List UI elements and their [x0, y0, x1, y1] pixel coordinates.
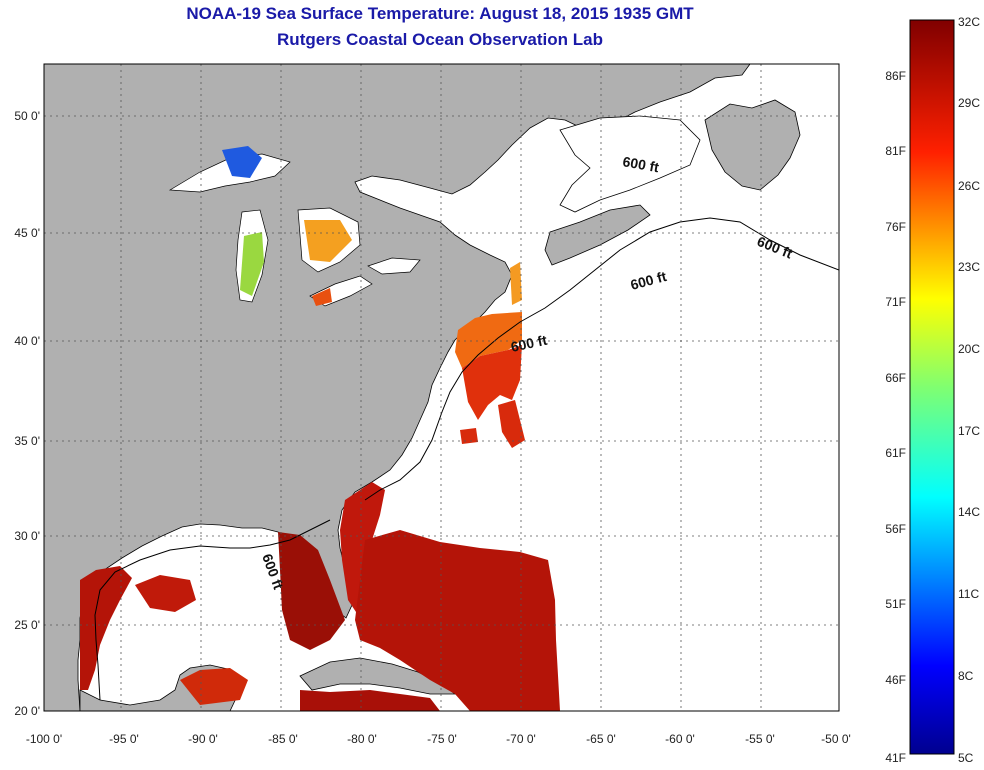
sst-florida-shelf	[278, 532, 345, 650]
lon-tick: -85 0'	[268, 732, 298, 746]
sst-bahamas-red	[355, 530, 560, 711]
sst-offshore-red-patches	[460, 400, 525, 448]
lon-tick: -95 0'	[109, 732, 139, 746]
lat-tick: 35 0'	[14, 434, 40, 448]
lat-tick: 40 0'	[14, 334, 40, 348]
cb-celsius-label: 17C	[958, 424, 980, 438]
cb-fahrenheit-label: 61F	[885, 446, 906, 460]
newfoundland-land	[704, 99, 801, 191]
sst-yucatan-red	[180, 668, 248, 705]
cb-celsius-label: 14C	[958, 505, 980, 519]
map-frame	[43, 63, 840, 712]
lon-tick: -65 0'	[586, 732, 616, 746]
cb-fahrenheit-label: 81F	[885, 144, 906, 158]
lat-tick: 30 0'	[14, 529, 40, 543]
sst-gulf-central-red	[135, 575, 196, 612]
lon-tick: -55 0'	[745, 732, 775, 746]
cb-fahrenheit-label: 46F	[885, 673, 906, 687]
cb-celsius-label: 20C	[958, 342, 980, 356]
map-subtitle: Rutgers Coastal Ocean Observation Lab	[277, 30, 603, 49]
sst-maine-gulf	[510, 262, 522, 305]
cb-celsius-label: 32C	[958, 15, 980, 29]
cb-fahrenheit-label: 71F	[885, 295, 906, 309]
sst-southeast-red	[340, 482, 385, 615]
cb-fahrenheit-label: 51F	[885, 597, 906, 611]
lon-tick: -75 0'	[427, 732, 457, 746]
sst-gulfstream-red	[462, 345, 522, 420]
lat-tick: 20 0'	[14, 704, 40, 718]
lake-huron-sst	[304, 220, 352, 262]
north-america-land	[44, 64, 751, 711]
cb-fahrenheit-label: 56F	[885, 522, 906, 536]
depth-contour-600ft	[94, 217, 839, 701]
lake-superior-cold-sst	[222, 146, 262, 178]
contour-label: 600 ft	[509, 332, 548, 355]
cb-celsius-label: 23C	[958, 260, 980, 274]
colorbar-celsius-labels: 32C 29C 26C 23C 20C 17C 14C 11C 8C 5C	[958, 15, 980, 765]
graticule	[44, 64, 839, 711]
lon-tick: -60 0'	[665, 732, 695, 746]
map-title: NOAA-19 Sea Surface Temperature: August …	[186, 4, 694, 23]
sst-caribbean-red	[300, 690, 440, 711]
lon-tick: -70 0'	[506, 732, 536, 746]
cb-celsius-label: 8C	[958, 669, 974, 683]
lat-tick: 50 0'	[14, 109, 40, 123]
cb-celsius-label: 5C	[958, 751, 974, 765]
colorbar	[909, 19, 955, 755]
lon-tick: -100 0'	[26, 732, 62, 746]
lat-tick: 45 0'	[14, 226, 40, 240]
cb-fahrenheit-label: 86F	[885, 69, 906, 83]
lake-erie-sst	[312, 288, 332, 306]
lake-ontario	[367, 257, 421, 275]
lake-superior	[168, 153, 291, 193]
cb-fahrenheit-label: 66F	[885, 371, 906, 385]
sst-midatlantic-orange	[455, 312, 522, 368]
lat-tick: 25 0'	[14, 618, 40, 632]
cb-celsius-label: 26C	[958, 179, 980, 193]
sst-gulf-west-red	[80, 566, 132, 690]
lake-michigan-sst	[240, 232, 264, 296]
cb-celsius-label: 11C	[958, 587, 979, 601]
cb-fahrenheit-label: 76F	[885, 220, 906, 234]
lon-tick: -90 0'	[188, 732, 218, 746]
cb-celsius-label: 29C	[958, 96, 980, 110]
lon-tick: -80 0'	[347, 732, 377, 746]
gulf-st-lawrence	[559, 115, 701, 213]
nova-scotia-land	[544, 204, 651, 266]
contour-label: 600 ft	[621, 153, 660, 175]
cb-fahrenheit-label: 41F	[885, 751, 906, 765]
colorbar-fahrenheit-labels: 86F 81F 76F 71F 66F 61F 56F 51F 46F 41F	[885, 69, 906, 765]
lon-tick: -50 0'	[821, 732, 851, 746]
